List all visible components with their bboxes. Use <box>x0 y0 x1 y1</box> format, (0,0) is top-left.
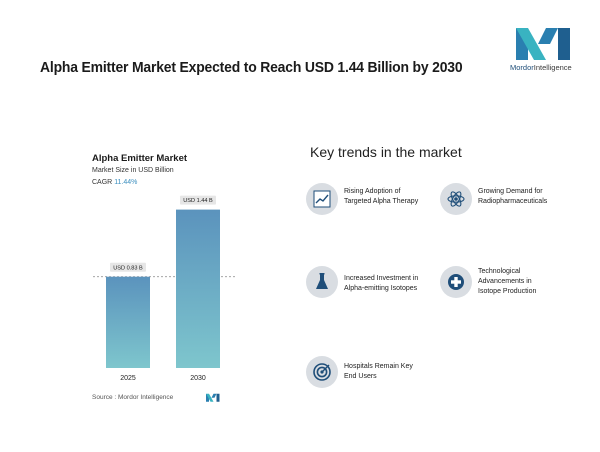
trend-line: Advancements in <box>478 278 532 285</box>
trend-text: Increased Investment in Alpha-emitting I… <box>344 274 454 294</box>
trend-text: Rising Adoption of Targeted Alpha Therap… <box>344 187 454 207</box>
chart-subtitle: Market Size in USD Billion <box>92 167 174 174</box>
trend-line: Alpha-emitting Isotopes <box>344 285 418 292</box>
trend-line: Increased Investment in <box>344 275 419 282</box>
x-tick-label: 2030 <box>190 375 206 382</box>
trend-icon-bg <box>306 183 338 215</box>
trend-line: Growing Demand for <box>478 188 543 195</box>
cagr-label: CAGR <box>92 179 113 186</box>
mordor-logo: MordorIntelligence <box>510 22 580 80</box>
logo-suffix-text: Intelligence <box>533 63 572 72</box>
trend-line: Targeted Alpha Therapy <box>344 198 419 205</box>
medical-cross-icon <box>448 274 464 290</box>
trend-icon-bg <box>306 356 338 388</box>
mordor-logo-icon <box>516 28 570 60</box>
atom-icon <box>447 191 465 207</box>
trend-icon-bg <box>440 266 472 298</box>
trend-line: End Users <box>344 373 377 380</box>
data-label: USD 1.44 B <box>183 198 213 204</box>
trend-line: Technological <box>478 268 521 275</box>
mini-mordor-icon <box>206 393 220 402</box>
bar <box>106 276 150 368</box>
trend-line: Isotope Production <box>478 288 537 295</box>
target-icon <box>313 363 331 381</box>
data-label-box <box>110 262 146 272</box>
data-label-box <box>180 195 216 205</box>
trend-icon-bg <box>306 266 338 298</box>
chart-title: Alpha Emitter Market <box>92 153 188 164</box>
logo-wordmark: MordorIntelligence <box>510 63 572 72</box>
trend-text: Growing Demand for Radiopharmaceuticals <box>478 187 588 207</box>
data-label: USD 0.83 B <box>113 265 143 271</box>
bar-chart: USD 0.83 B 2025 USD 1.44 B 2030 <box>93 195 235 382</box>
trend-text: Technological Advancements in Isotope Pr… <box>478 267 588 297</box>
flask-icon <box>316 273 328 289</box>
source-note: Source : Mordor Intelligence <box>92 394 174 401</box>
trend-icon-bg <box>440 183 472 215</box>
chart-icon <box>313 190 331 208</box>
cagr-line: CAGR 11.44% <box>92 179 137 186</box>
trend-line: Radiopharmaceuticals <box>478 198 548 205</box>
trend-line: Hospitals Remain Key <box>344 363 413 370</box>
bar <box>176 209 220 368</box>
cagr-value: 11.44% <box>114 179 138 186</box>
logo-brand-text: Mordor <box>510 63 534 72</box>
trend-line: Rising Adoption of <box>344 188 401 195</box>
page-headline: Alpha Emitter Market Expected to Reach U… <box>40 59 463 76</box>
x-tick-label: 2025 <box>120 375 136 382</box>
trend-text: Hospitals Remain Key End Users <box>344 362 454 382</box>
trends-title: Key trends in the market <box>310 144 462 160</box>
